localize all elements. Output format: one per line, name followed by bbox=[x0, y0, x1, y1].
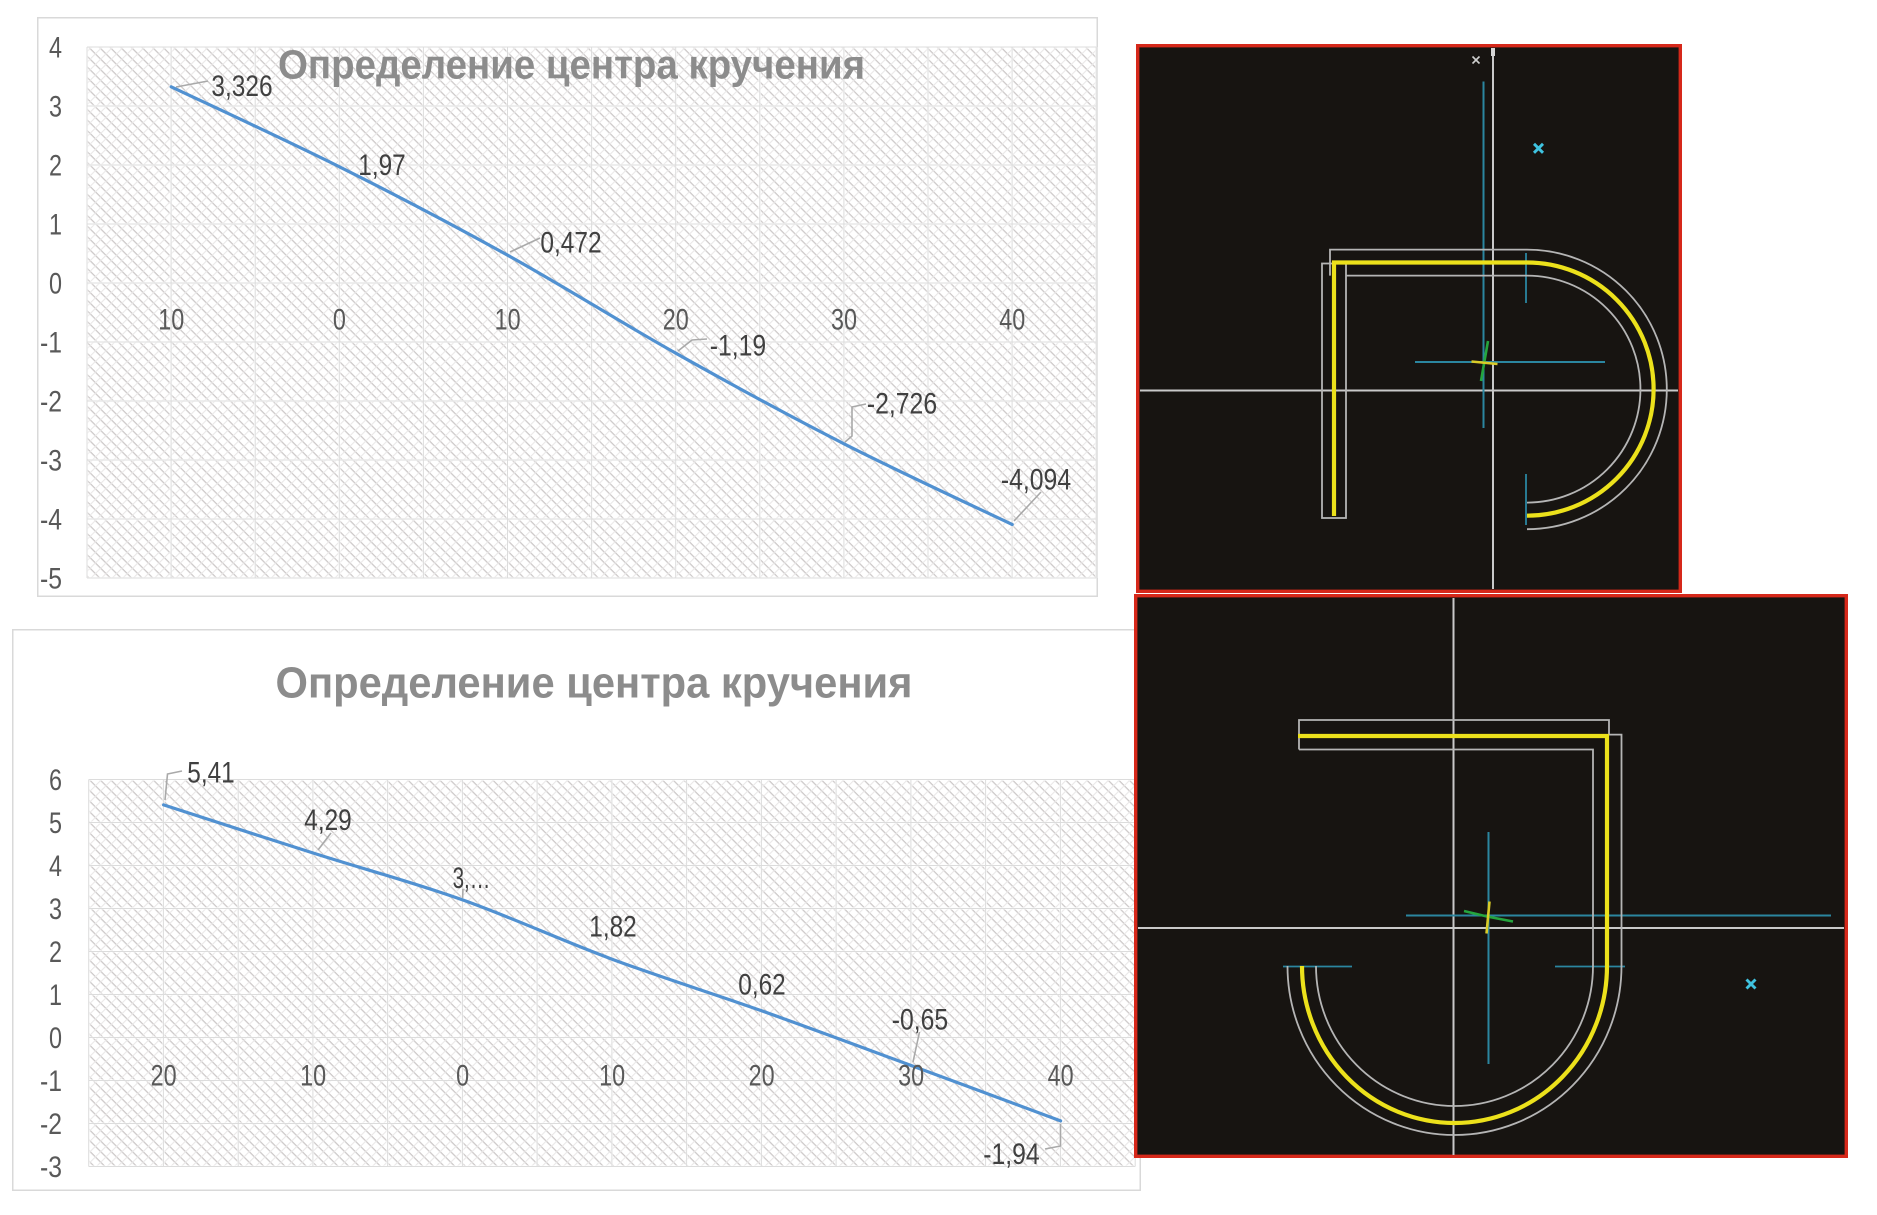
svg-text:-3: -3 bbox=[40, 1151, 62, 1184]
svg-text:4: 4 bbox=[49, 32, 62, 65]
svg-text:0: 0 bbox=[333, 304, 346, 337]
svg-text:6: 6 bbox=[49, 764, 62, 797]
svg-text:10: 10 bbox=[495, 304, 521, 337]
svg-text:5,41: 5,41 bbox=[187, 757, 234, 790]
svg-text:10: 10 bbox=[599, 1060, 625, 1093]
svg-text:-1: -1 bbox=[40, 327, 62, 360]
svg-text:1,97: 1,97 bbox=[358, 149, 405, 182]
svg-text:1: 1 bbox=[49, 979, 62, 1012]
svg-text:-1,19: -1,19 bbox=[710, 330, 766, 363]
svg-text:30: 30 bbox=[831, 304, 857, 337]
svg-text:0,62: 0,62 bbox=[738, 969, 785, 1002]
svg-text:40: 40 bbox=[1048, 1060, 1074, 1093]
svg-text:Определение центра кручения: Определение центра кручения bbox=[278, 42, 865, 88]
svg-text:-1: -1 bbox=[40, 1065, 62, 1098]
svg-text:10: 10 bbox=[300, 1060, 326, 1093]
svg-text:3: 3 bbox=[49, 893, 62, 926]
svg-text:4,29: 4,29 bbox=[304, 804, 351, 837]
svg-text:40: 40 bbox=[999, 304, 1025, 337]
svg-text:0: 0 bbox=[49, 268, 62, 301]
svg-text:10: 10 bbox=[158, 304, 184, 337]
svg-text:Определение центра кручения: Определение центра кручения bbox=[276, 659, 913, 708]
svg-text:20: 20 bbox=[151, 1060, 177, 1093]
svg-text:-5: -5 bbox=[40, 563, 62, 596]
svg-text:3,…: 3,… bbox=[453, 862, 491, 895]
svg-text:20: 20 bbox=[663, 304, 689, 337]
svg-text:2: 2 bbox=[49, 150, 62, 183]
svg-text:-2: -2 bbox=[40, 1108, 62, 1141]
svg-text:-1,94: -1,94 bbox=[983, 1138, 1039, 1171]
svg-text:-4,094: -4,094 bbox=[1001, 464, 1071, 497]
svg-text:5: 5 bbox=[49, 807, 62, 840]
svg-text:2: 2 bbox=[49, 936, 62, 969]
svg-text:-2: -2 bbox=[40, 386, 62, 419]
svg-text:30: 30 bbox=[898, 1060, 924, 1093]
svg-text:4: 4 bbox=[49, 850, 62, 883]
svg-text:20: 20 bbox=[749, 1060, 775, 1093]
svg-text:0: 0 bbox=[49, 1022, 62, 1055]
svg-text:0: 0 bbox=[456, 1060, 469, 1093]
svg-text:-4: -4 bbox=[40, 504, 62, 537]
svg-text:3: 3 bbox=[49, 91, 62, 124]
svg-text:1: 1 bbox=[49, 209, 62, 242]
svg-text:0,472: 0,472 bbox=[540, 227, 601, 260]
svg-text:-0,65: -0,65 bbox=[892, 1004, 948, 1037]
svg-text:-2,726: -2,726 bbox=[867, 388, 937, 421]
svg-text:-3: -3 bbox=[40, 445, 62, 478]
svg-text:1,82: 1,82 bbox=[589, 911, 636, 944]
svg-text:3,326: 3,326 bbox=[211, 70, 272, 103]
